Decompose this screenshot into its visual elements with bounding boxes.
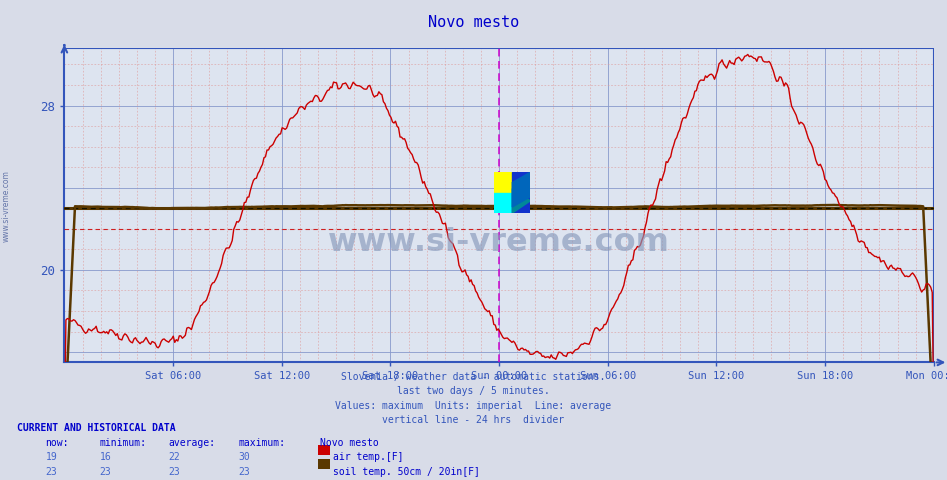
Text: now:: now: (45, 438, 69, 448)
Polygon shape (512, 189, 530, 213)
Text: maximum:: maximum: (239, 438, 286, 448)
Text: 22: 22 (169, 452, 180, 462)
Text: 19: 19 (45, 452, 57, 462)
Polygon shape (512, 172, 530, 207)
Text: 16: 16 (99, 452, 111, 462)
Text: average:: average: (169, 438, 216, 448)
Text: 23: 23 (239, 467, 250, 477)
Text: 23: 23 (99, 467, 111, 477)
Text: Novo mesto: Novo mesto (320, 438, 379, 448)
Text: www.si-vreme.com: www.si-vreme.com (328, 228, 670, 258)
Text: CURRENT AND HISTORICAL DATA: CURRENT AND HISTORICAL DATA (17, 423, 176, 433)
Bar (494, 192, 512, 213)
Bar (494, 172, 512, 192)
Text: 23: 23 (169, 467, 180, 477)
Text: Values: maximum  Units: imperial  Line: average: Values: maximum Units: imperial Line: av… (335, 401, 612, 411)
Text: Slovenia / weather data - automatic stations.: Slovenia / weather data - automatic stat… (341, 372, 606, 382)
Text: minimum:: minimum: (99, 438, 147, 448)
Text: www.si-vreme.com: www.si-vreme.com (2, 170, 11, 242)
Text: soil temp. 50cm / 20in[F]: soil temp. 50cm / 20in[F] (333, 467, 480, 477)
Text: vertical line - 24 hrs  divider: vertical line - 24 hrs divider (383, 415, 564, 425)
Text: 23: 23 (45, 467, 57, 477)
Text: last two days / 5 minutes.: last two days / 5 minutes. (397, 386, 550, 396)
Bar (512, 172, 530, 213)
Text: Novo mesto: Novo mesto (428, 15, 519, 30)
Text: 30: 30 (239, 452, 250, 462)
Text: air temp.[F]: air temp.[F] (333, 452, 403, 462)
